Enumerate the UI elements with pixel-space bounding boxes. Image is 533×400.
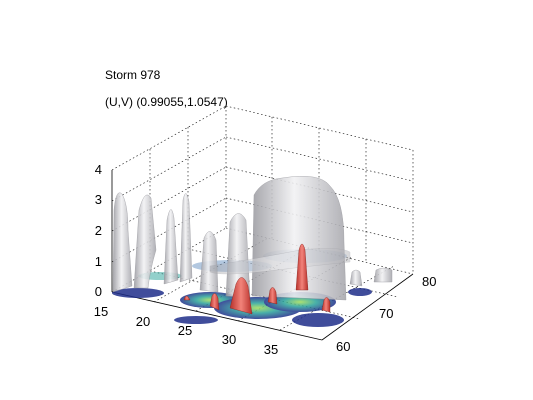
x-tick-15: 15	[94, 304, 108, 319]
z-tick-2: 2	[95, 223, 102, 238]
z-tick-4: 4	[95, 162, 102, 177]
z-tick-3: 3	[95, 192, 102, 207]
z-tick-0: 0	[95, 284, 102, 299]
z-tick-1: 1	[95, 254, 102, 269]
red-peak-6	[321, 297, 331, 313]
x-tick-30: 30	[222, 332, 236, 347]
red-peak-1	[183, 295, 191, 301]
y-tick-60: 60	[336, 339, 350, 354]
x-tick-25: 25	[178, 323, 192, 338]
y-axis-line	[321, 273, 414, 341]
chart-subtitle: (U,V) (0.99055,1.0547)	[105, 95, 228, 109]
chart-title: Storm 978	[105, 68, 161, 82]
y-tick-80: 80	[422, 274, 436, 289]
outer-isosurface	[112, 176, 393, 301]
y-tick-70: 70	[379, 306, 393, 321]
peak-5	[199, 231, 219, 293]
x-axis-line	[111, 291, 323, 341]
peak-3	[163, 209, 179, 285]
shelf-1	[209, 248, 351, 275]
peak-9	[373, 267, 393, 283]
red-peak-3	[229, 277, 253, 315]
red-peak-5	[295, 243, 309, 291]
peak-4	[179, 193, 193, 283]
peak-2	[133, 194, 157, 289]
peak-6	[225, 213, 251, 299]
x-tick-20: 20	[136, 314, 150, 329]
red-peak-4	[267, 287, 278, 305]
x-tick-35: 35	[264, 342, 278, 357]
peak-1	[112, 192, 133, 293]
red-peak-2	[209, 293, 220, 311]
x-tick-labels: 15 20 25 30 35	[94, 304, 278, 357]
z-tick-labels: 0 1 2 3 4	[95, 162, 102, 299]
peak-8	[349, 269, 363, 287]
inner-isosurface	[183, 243, 331, 315]
y-tick-labels: 60 70 80	[336, 274, 436, 354]
